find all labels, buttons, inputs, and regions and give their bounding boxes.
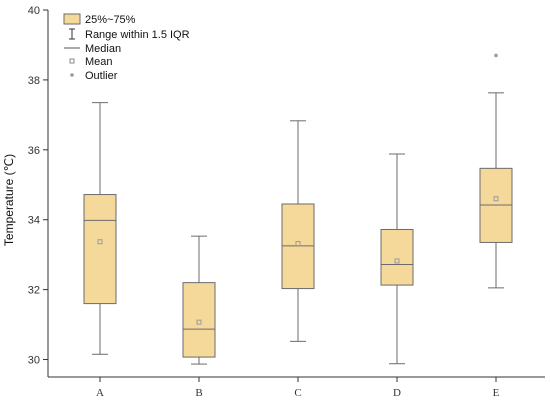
mean-marker (196, 319, 202, 325)
x-tick-label: A (96, 387, 104, 399)
y-tick-label: 40 (28, 5, 40, 17)
box-e (479, 53, 513, 289)
box-c (281, 120, 315, 342)
y-tick-label: 30 (28, 355, 40, 367)
mean-marker (493, 196, 499, 202)
x-tick-label: E (493, 387, 500, 399)
legend-outlier-label: Outlier (85, 70, 118, 82)
box-b (182, 235, 216, 365)
legend: 25%~75% Range within 1.5 IQR Median Mean… (63, 13, 190, 82)
y-tick-label: 32 (28, 285, 40, 297)
x-ticks: A B C D E (96, 377, 500, 399)
legend-median-label: Median (85, 43, 121, 55)
x-tick-label: B (195, 387, 202, 399)
mean-marker (97, 239, 103, 245)
y-tick-label: 34 (28, 215, 40, 227)
legend-mean-label: Mean (85, 56, 113, 68)
y-axis-title: Temperature (℃) (2, 154, 16, 246)
mean-marker (394, 258, 400, 264)
iqr-box (83, 194, 117, 305)
box-d (380, 153, 414, 365)
y-ticks: 30 32 34 36 38 40 (28, 5, 48, 367)
legend-mean-marker (69, 58, 75, 64)
iqr-box (380, 229, 414, 286)
box-a (83, 102, 117, 355)
legend-iqr-label: 25%~75% (85, 14, 136, 26)
outlier-point (494, 53, 498, 58)
x-tick-label: D (393, 387, 401, 399)
legend-iqr-swatch (63, 13, 81, 25)
y-tick-label: 36 (28, 145, 40, 157)
legend-outlier-marker (70, 73, 74, 77)
mean-marker (295, 240, 301, 246)
y-tick-label: 38 (28, 75, 40, 87)
boxes (83, 53, 513, 365)
legend-range-label: Range within 1.5 IQR (85, 29, 190, 41)
x-tick-label: C (294, 387, 301, 399)
legend-range-icon (69, 28, 75, 40)
